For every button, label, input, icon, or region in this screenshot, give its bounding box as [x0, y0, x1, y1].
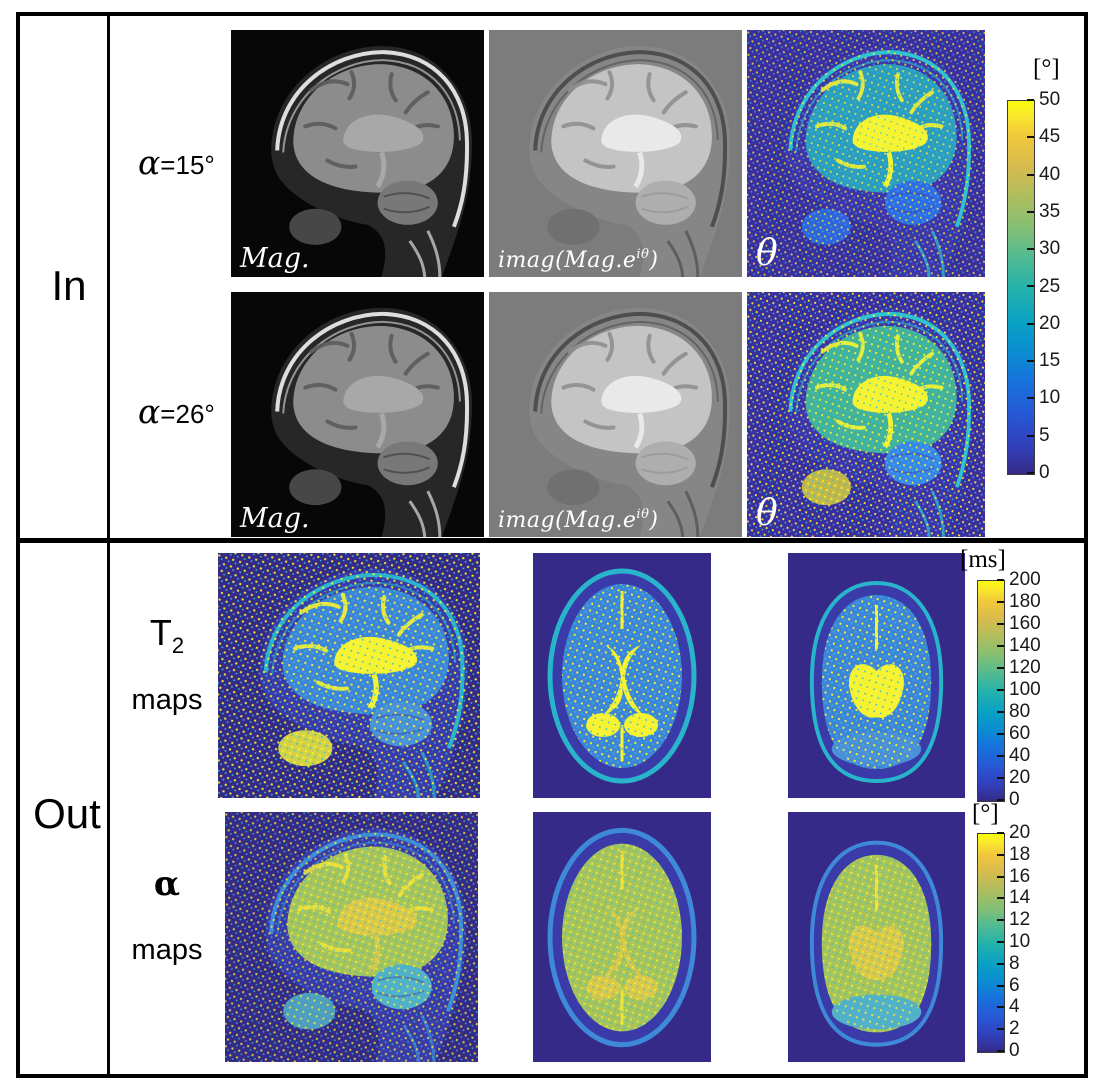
theta-colorbar-unit: [°]	[1033, 55, 1060, 82]
out-alpha-coronal-image	[788, 812, 965, 1062]
theta-colorbar-ticks: 50 45 40 35 30 25 20 15 10 5 0	[1027, 89, 1087, 483]
figure-border	[16, 12, 1088, 1078]
alpha-colorbar-unit: [°]	[972, 800, 999, 827]
phase-image-label: θ	[756, 493, 778, 534]
alpha-symbol: α	[138, 143, 161, 182]
out-alpha-axial-image	[533, 812, 711, 1062]
in-row2-phase-image: θ	[747, 292, 985, 537]
t2-maps-title: T2	[149, 612, 185, 658]
in-out-divider	[16, 538, 1088, 543]
alpha-maps-caption: maps	[131, 934, 203, 966]
imaginary-image-label: imag(Mag.eiθ)	[498, 507, 659, 533]
t2-colorbar-ticks: 200 180 160 140 120 100 80 60 40 20 0	[997, 569, 1057, 810]
magnitude-image-label: Mag.	[240, 243, 310, 274]
section-label-out: Out	[33, 790, 101, 837]
section-label-in: In	[51, 262, 87, 309]
out-alpha-sagittal-image	[225, 812, 478, 1062]
label-column-divider	[107, 12, 110, 1078]
alpha-colorbar-ticks: 20 18 16 14 12 10 8 6 4 2 0	[997, 822, 1057, 1061]
flip-angle-label-26: α=26°	[138, 392, 215, 431]
in-row2-imaginary-image: imag(Mag.eiθ)	[489, 292, 742, 537]
in-row2-magnitude-image: Mag.	[231, 292, 484, 537]
out-t2-sagittal-image	[218, 553, 480, 798]
alpha-symbol: α	[138, 392, 161, 431]
in-row1-phase-image: θ	[747, 30, 985, 277]
imaginary-image-label: imag(Mag.eiθ)	[498, 247, 659, 273]
alpha-maps-title: α	[153, 864, 181, 904]
magnitude-image-label: Mag.	[240, 503, 310, 534]
out-t2-coronal-image	[788, 553, 965, 798]
in-row1-imaginary-image: imag(Mag.eiθ)	[489, 30, 742, 277]
phase-image-label: θ	[756, 233, 778, 274]
t2-maps-caption: maps	[131, 684, 203, 716]
out-t2-axial-image	[533, 553, 711, 798]
in-row1-magnitude-image: Mag.	[231, 30, 484, 277]
flip-angle-label-15: α=15°	[138, 143, 215, 182]
